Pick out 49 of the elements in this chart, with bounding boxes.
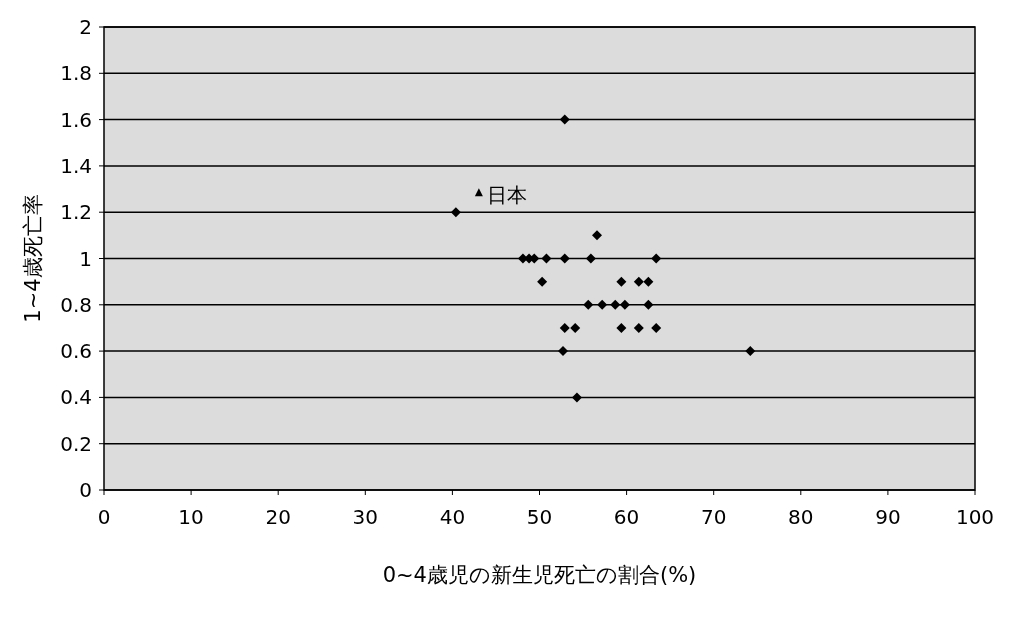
y-tick-label: 0 xyxy=(79,478,92,502)
y-axis-title: 1~4歳死亡率 xyxy=(21,194,45,323)
x-tick-label: 90 xyxy=(875,505,901,529)
point xyxy=(597,299,608,310)
y-tick-label: 0.6 xyxy=(60,339,92,364)
x-tick-label: 20 xyxy=(265,505,291,529)
annotation: 日本 xyxy=(486,183,527,208)
y-tick-label: 1.4 xyxy=(60,153,92,178)
point xyxy=(583,299,594,310)
x-tick-label: 60 xyxy=(613,505,640,529)
point xyxy=(591,230,602,241)
point xyxy=(558,346,569,357)
point xyxy=(651,253,662,264)
x-tick-label: 10 xyxy=(178,505,204,529)
point xyxy=(651,322,662,333)
y-tick-label: 0.8 xyxy=(60,292,92,317)
x-axis-title: 0~4歳児の新生児死亡の割合(%) xyxy=(382,563,697,587)
point xyxy=(585,253,596,264)
x-tick-label: 30 xyxy=(352,505,379,529)
y-tick-label: 1.2 xyxy=(60,200,92,225)
y-tick-label: 2 xyxy=(79,15,92,39)
point xyxy=(559,253,570,264)
x-tick-label: 80 xyxy=(788,505,814,529)
point xyxy=(745,346,756,357)
point xyxy=(633,276,644,287)
point xyxy=(633,322,644,333)
y-tick-label: 1.6 xyxy=(60,107,92,132)
point xyxy=(559,114,570,125)
point xyxy=(537,276,548,287)
x-tick-label: 40 xyxy=(439,505,466,529)
point xyxy=(559,322,570,333)
point xyxy=(643,276,654,287)
y-tick-label: 0.4 xyxy=(60,385,92,410)
point xyxy=(610,299,621,310)
point xyxy=(643,299,654,310)
point xyxy=(541,253,552,264)
x-tick-label: 70 xyxy=(700,505,727,529)
point xyxy=(619,299,630,310)
point xyxy=(570,322,581,333)
x-tick-label: 100 xyxy=(955,505,995,529)
point xyxy=(616,322,627,333)
point xyxy=(616,276,627,287)
x-tick-label: 50 xyxy=(526,505,553,529)
y-tick-label: 1.8 xyxy=(60,61,92,86)
y-tick-label: 1 xyxy=(79,246,92,271)
y-tick-label: 0.2 xyxy=(60,431,92,456)
point xyxy=(571,392,582,403)
point xyxy=(450,207,461,218)
x-tick-label: 0 xyxy=(97,505,111,529)
